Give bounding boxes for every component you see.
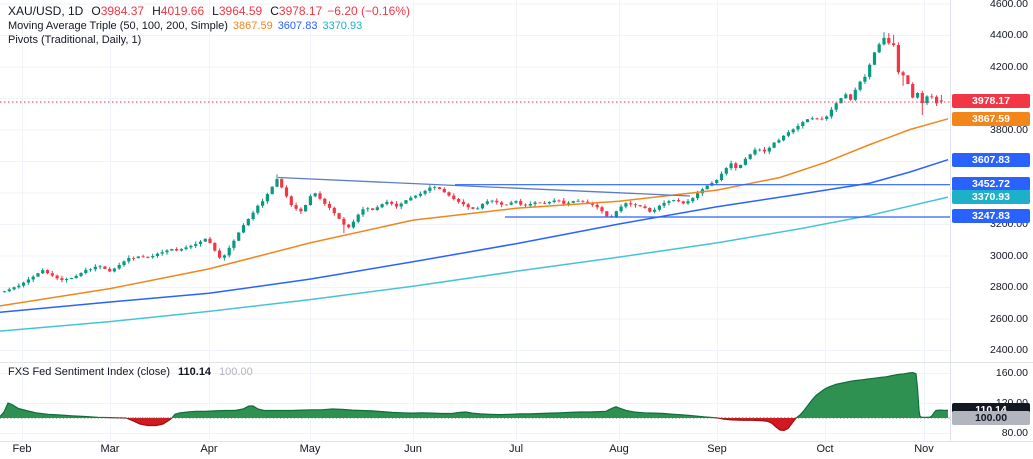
- price-tick-label: 2800.00: [990, 281, 1028, 293]
- candle-bodies-up: [2, 37, 929, 293]
- price-tick-label: 4400.00: [990, 29, 1028, 41]
- ma100-line[interactable]: [0, 158, 949, 313]
- sub-indicator-title: FXS Fed Sentiment Index (close): [8, 366, 171, 378]
- change-value: −6.20 (−0.16%): [327, 4, 411, 18]
- sentiment-area-negative: [0, 418, 948, 431]
- month-label: Aug: [609, 443, 629, 455]
- candle-bodies-down: [45, 37, 943, 281]
- sub-indicator-value: 110.14: [178, 366, 212, 378]
- month-label: Feb: [12, 443, 32, 455]
- month-label: Jun: [404, 443, 422, 455]
- symbol-title: XAU/USD, 1D: [8, 4, 84, 18]
- descending-trendline[interactable]: [277, 176, 691, 197]
- ma200-line[interactable]: [0, 196, 949, 332]
- price-badge: 3607.83: [952, 152, 1030, 167]
- symbol-legend-row[interactable]: XAU/USD, 1D O3984.37 H4019.66 L3964.59 C…: [8, 4, 410, 19]
- time-scale[interactable]: Feb Mar Apr May Jun Jul Aug Sep Oct Nov: [0, 441, 1033, 459]
- pivots-indicator-title: Pivots (Traditional, Daily, 1): [8, 34, 142, 46]
- price-badge: 3247.83: [952, 209, 1030, 224]
- ohlc-low: L3964.59: [212, 4, 263, 18]
- price-tick-label: 3800.00: [990, 123, 1028, 136]
- price-badge: 100.00: [952, 411, 1030, 425]
- month-label: Nov: [914, 443, 934, 455]
- indicator-legend-row[interactable]: FXS Fed Sentiment Index (close) 110.14 1…: [8, 366, 253, 378]
- price-tick-label: 2400.00: [990, 344, 1028, 356]
- ma50-value: 3867.59: [232, 19, 273, 32]
- ohlc-high: H4019.66: [152, 4, 205, 18]
- price-tick-label: 4200.00: [990, 60, 1028, 73]
- candle-wicks-down: [47, 33, 942, 283]
- sentiment-area-positive: [0, 372, 948, 418]
- sentiment-line-positive[interactable]: [0, 371, 948, 431]
- ma-legend-row[interactable]: Moving Average Triple (50, 100, 200, Sim…: [8, 19, 410, 34]
- ohlc-open: O3984.37: [91, 4, 145, 18]
- month-label: Jul: [508, 443, 524, 455]
- ma-indicator-title: Moving Average Triple (50, 100, 200, Sim…: [8, 19, 228, 32]
- ma50-line[interactable]: [0, 118, 949, 307]
- pivots-legend-row[interactable]: Pivots (Traditional, Daily, 1): [8, 33, 410, 48]
- ma200-value: 3370.93: [322, 19, 363, 32]
- price-tick-label: 2600.00: [990, 312, 1028, 325]
- ma100-value: 3607.83: [277, 19, 318, 32]
- price-tick-label: 80.00: [1001, 427, 1028, 439]
- price-tick-label: 4600.00: [990, 0, 1028, 10]
- month-label: Mar: [100, 443, 120, 455]
- price-tick-label: 160.00: [995, 367, 1028, 379]
- price-badge: 3452.72: [952, 177, 1030, 192]
- month-label: Sep: [707, 443, 727, 455]
- month-label: May: [299, 443, 321, 455]
- price-tick-label: 3000.00: [990, 249, 1028, 262]
- price-badge: 3978.17: [952, 94, 1030, 109]
- month-label: Apr: [200, 443, 218, 455]
- candle-wicks-up: [4, 32, 928, 293]
- sub-indicator-baseline: 100.00: [219, 366, 253, 378]
- price-badge: 3867.59: [952, 111, 1030, 126]
- ohlc-close: C3978.17: [270, 4, 323, 18]
- month-label: Oct: [816, 443, 834, 455]
- price-badge: 3370.93: [952, 190, 1030, 205]
- price-scale[interactable]: 4600.00 4400.00 4200.00 3800.00 3200.00 3000.…: [950, 0, 1033, 441]
- main-legend: XAU/USD, 1D O3984.37 H4019.66 L3964.59 C…: [8, 4, 410, 48]
